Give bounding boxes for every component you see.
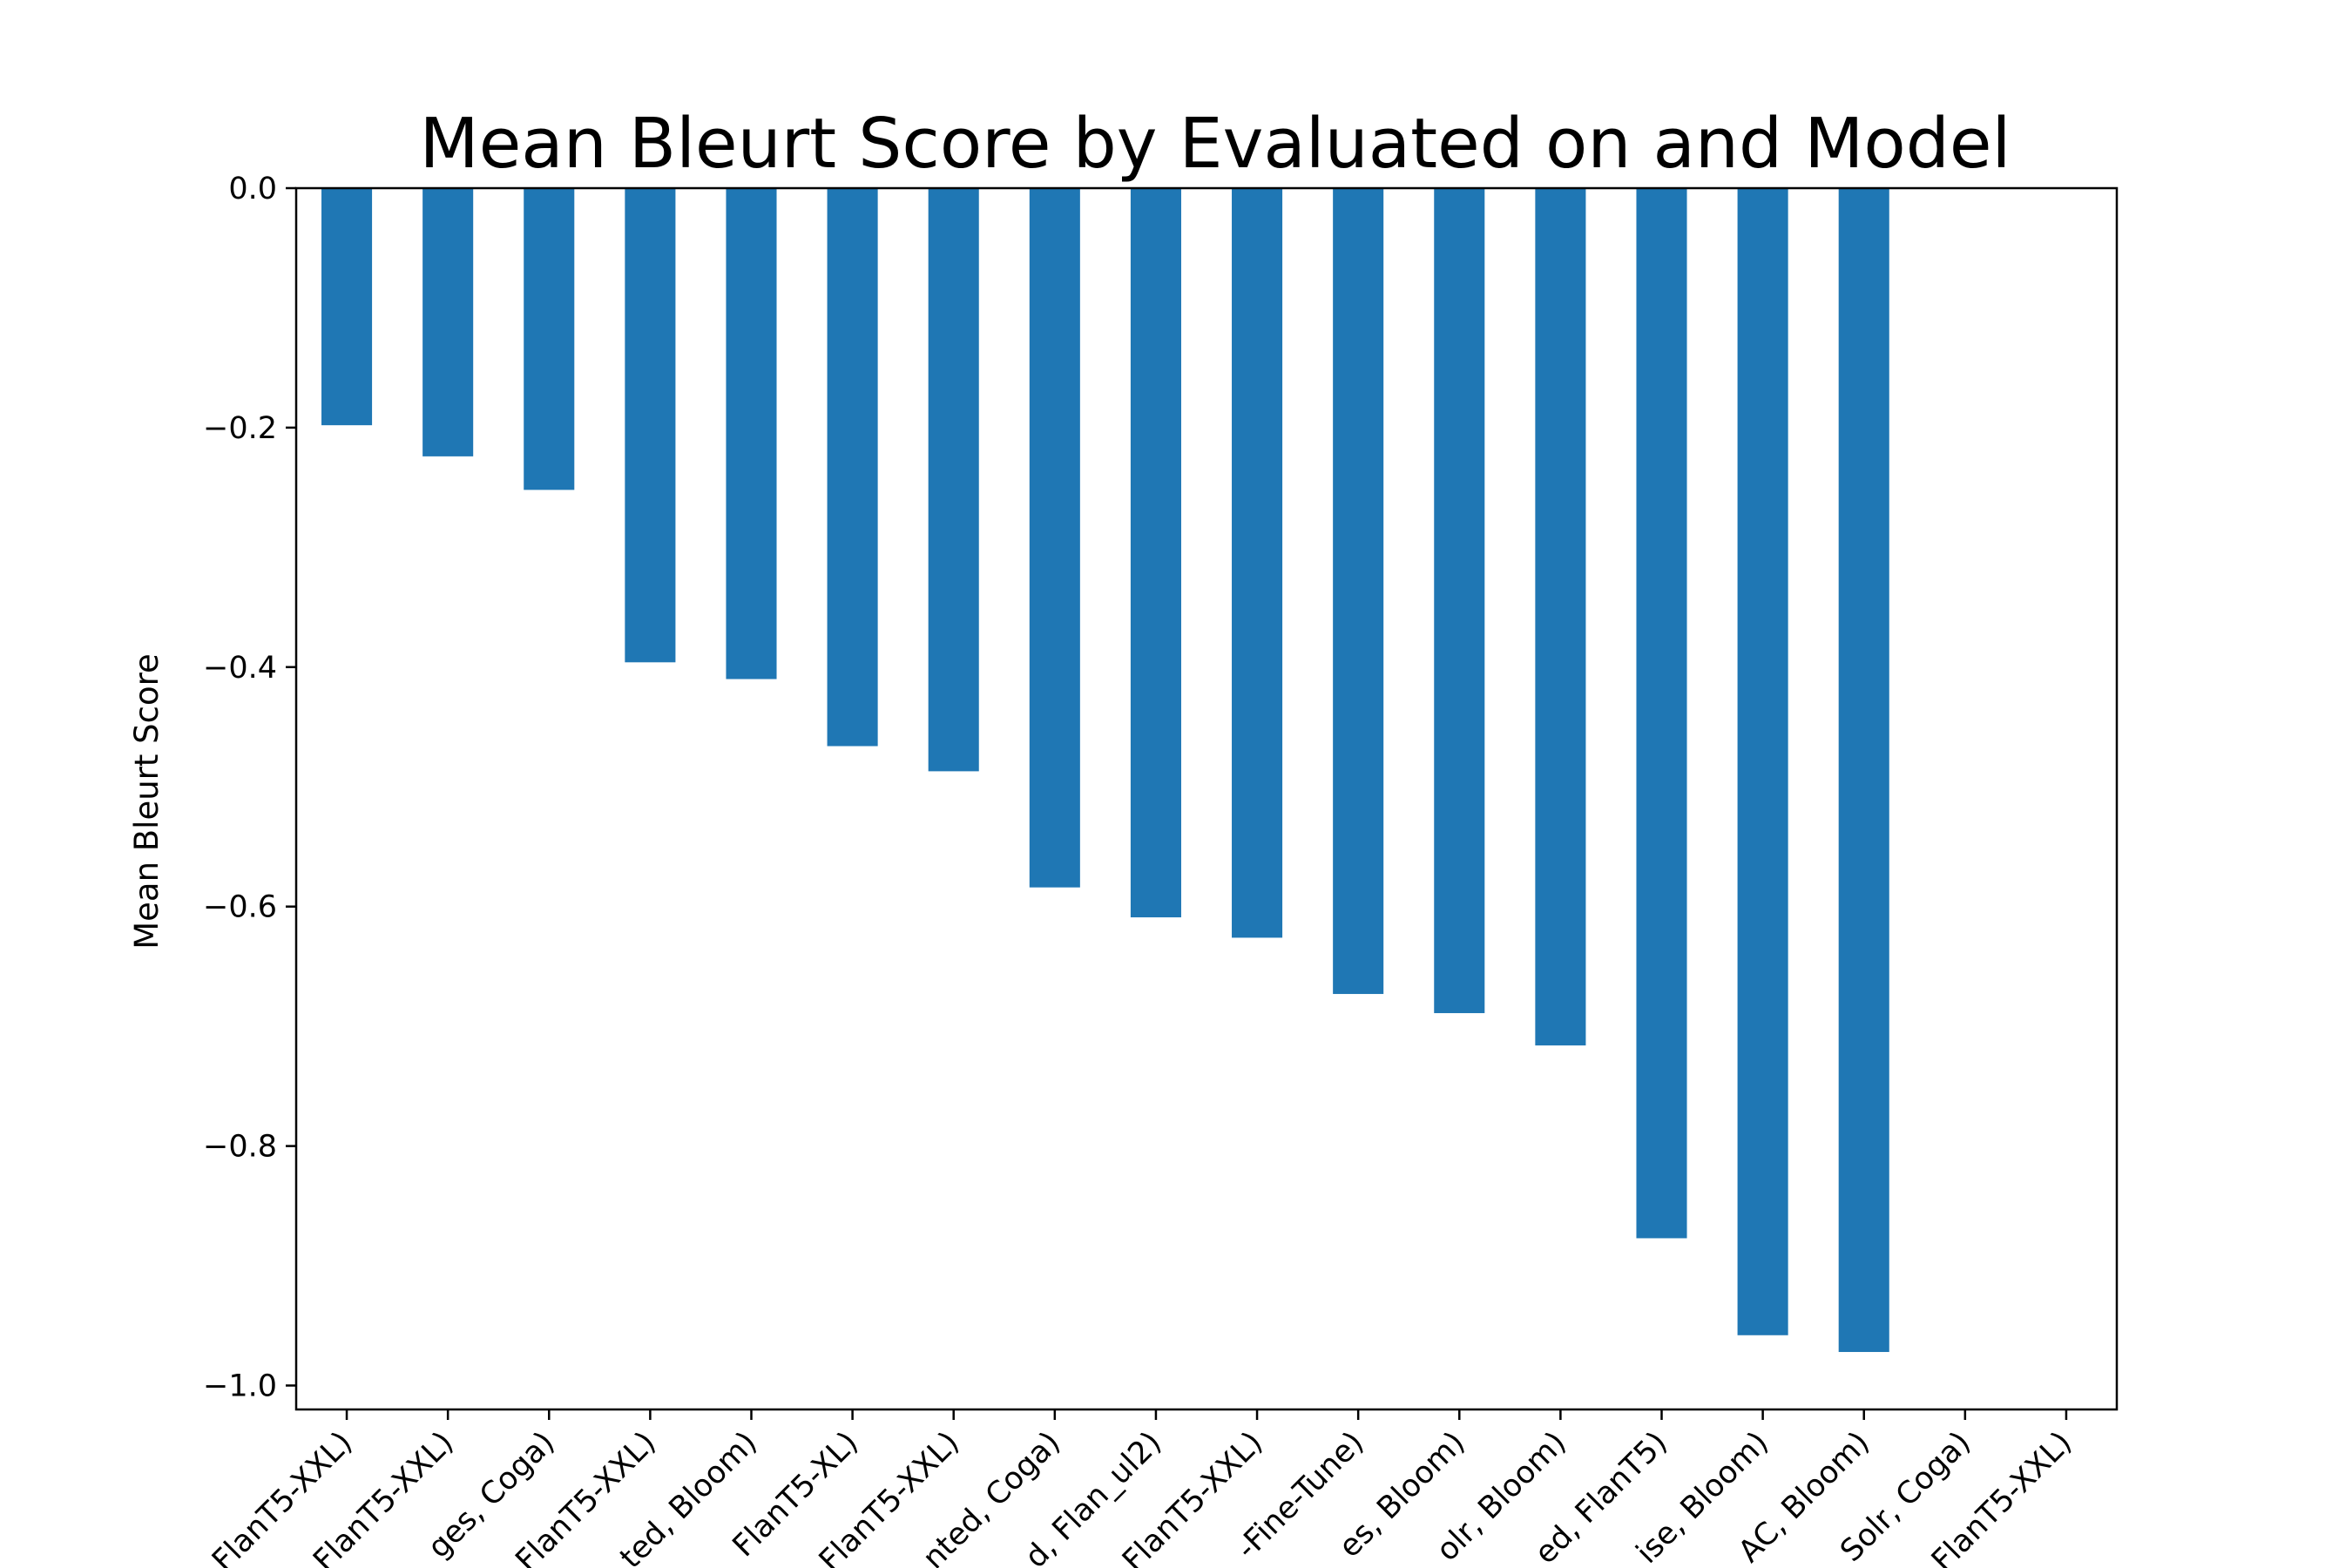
- y-tick-label: −0.4: [203, 651, 277, 686]
- bar-5: [827, 188, 878, 747]
- bar-2: [524, 188, 575, 490]
- bars-group: [321, 188, 1889, 1353]
- bar-4: [726, 188, 777, 679]
- y-tick-label: −0.2: [203, 411, 277, 446]
- chart-title: Mean Bleurt Score by Evaluated on and Mo…: [420, 104, 2011, 184]
- bar-7: [1029, 188, 1080, 888]
- bar-8: [1130, 188, 1181, 918]
- bar-12: [1535, 188, 1586, 1046]
- x-axis-ticks: FlanT5-XXL)FlanT5-XXL)ges, Coga)FlanT5-X…: [206, 1409, 2078, 1568]
- bar-10: [1333, 188, 1384, 995]
- y-tick-label: −0.8: [203, 1130, 277, 1165]
- bar-14: [1737, 188, 1788, 1335]
- plot-frame: [294, 186, 2119, 1411]
- bar-13: [1636, 188, 1687, 1239]
- bar-15: [1838, 188, 1889, 1353]
- y-tick-label: −0.6: [203, 890, 277, 925]
- bar-6: [928, 188, 979, 772]
- y-axis-ticks: 0.0 −0.2 −0.4 −0.6 −0.8 −1.0: [203, 172, 296, 1404]
- y-tick-label: 0.0: [228, 172, 277, 206]
- bar-1: [422, 188, 474, 456]
- y-tick-label: −1.0: [203, 1369, 277, 1404]
- bar-0: [321, 188, 373, 426]
- bar-3: [625, 188, 676, 663]
- y-axis-label: Mean Bleurt Score: [128, 653, 166, 950]
- bar-11: [1434, 188, 1485, 1014]
- bar-9: [1232, 188, 1283, 938]
